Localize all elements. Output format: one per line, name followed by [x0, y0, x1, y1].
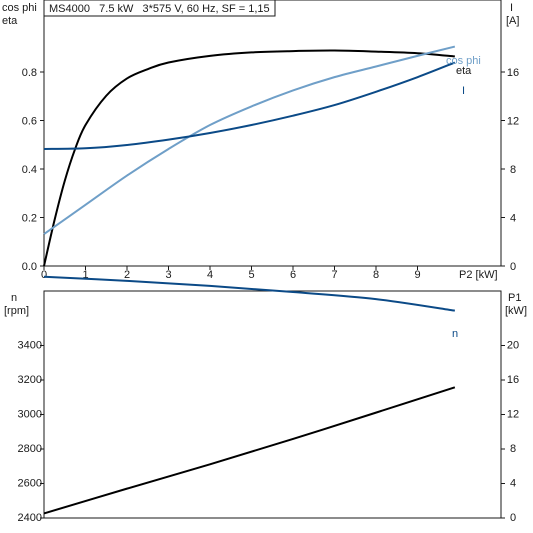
series-label-eta: eta: [456, 65, 472, 77]
y-tick-label-left: 3200: [18, 374, 42, 386]
y-tick-label-right: 20: [507, 340, 519, 352]
y-tick-label-left: 3400: [18, 340, 42, 352]
y-tick-label-right: 8: [510, 164, 516, 176]
series-label-speed: n: [452, 328, 458, 340]
x-tick-label: 2: [124, 269, 130, 281]
y-tick-label-left: 3000: [18, 409, 42, 421]
series-current-line: [43, 61, 456, 150]
bottom-tick-marks: [40, 345, 505, 519]
top-left-axis-label-line2: eta: [2, 15, 18, 27]
y-tick-label-right: 8: [510, 443, 516, 455]
x-tick-label: 6: [290, 269, 296, 281]
bottom-left-axis-label-line1: n: [11, 292, 17, 304]
top-right-y-ticks: 0 4 8 12 16: [507, 67, 519, 273]
y-tick-label-left: 2800: [18, 443, 42, 455]
x-tick-label: 1: [82, 269, 88, 281]
y-tick-label-left: 0.0: [22, 261, 37, 273]
top-x-axis-label: P2 [kW]: [459, 269, 498, 281]
y-tick-label-right: 4: [510, 478, 516, 490]
y-tick-label-left: 2600: [18, 478, 42, 490]
top-left-y-ticks: 0.0 0.2 0.4 0.6 0.8: [22, 67, 37, 273]
bottom-left-axis-label-line2: [rpm]: [4, 305, 29, 317]
top-right-axis-label-line1: I: [510, 2, 513, 14]
x-tick-label: 3: [165, 269, 171, 281]
series-cos-phi-line: [43, 45, 456, 235]
y-tick-label-left: 0.2: [22, 213, 37, 225]
x-tick-label: 0: [41, 269, 47, 281]
bottom-right-axis-label-line1: P1: [508, 292, 521, 304]
top-right-axis-label-line2: [A]: [506, 15, 519, 27]
series-eta-line: [43, 49, 455, 267]
y-tick-label-right: 0: [510, 261, 516, 273]
bottom-left-y-ticks: 2400 2600 2800 3000 3200 3400: [18, 340, 42, 525]
y-tick-label-right: 16: [507, 67, 519, 79]
x-tick-label: 8: [373, 269, 379, 281]
bottom-right-axis-label-line2: [kW]: [505, 305, 527, 317]
bottom-plot-frame: [43, 290, 502, 519]
top-tick-marks: [40, 71, 505, 270]
top-chart: MS4000 7.5 kW 3*575 V, 60 Hz, SF = 1,15 …: [2, 0, 519, 281]
bottom-chart: n [rpm] P1 [kW] 2400 2600 2800 3000 3200…: [4, 275, 527, 525]
top-plot-frame: [43, 0, 502, 267]
y-tick-label-right: 12: [507, 409, 519, 421]
bottom-right-y-ticks: 0 4 8 12 16 20: [507, 340, 519, 525]
x-tick-label: 4: [207, 269, 213, 281]
y-tick-label-right: 0: [510, 512, 516, 524]
top-x-ticks: 0 1 2 3 4 5 6 7 8 9: [41, 269, 421, 281]
series-label-cos-phi: cos phi: [446, 55, 481, 67]
x-tick-label: 5: [248, 269, 254, 281]
series-input-power-line: [43, 386, 456, 515]
top-left-axis-label-line1: cos phi: [2, 2, 37, 14]
y-tick-label-left: 0.8: [22, 67, 37, 79]
y-tick-label-right: 4: [510, 213, 516, 225]
series-label-current: I: [462, 85, 465, 97]
series-speed-line: [43, 275, 455, 312]
header-box: [43, 0, 276, 17]
x-tick-label: 7: [331, 269, 337, 281]
y-tick-label-right: 16: [507, 374, 519, 386]
y-tick-label-left: 0.6: [22, 116, 37, 128]
y-tick-label-right: 12: [507, 116, 519, 128]
y-tick-label-left: 0.4: [22, 164, 37, 176]
header-text: MS4000 7.5 kW 3*575 V, 60 Hz, SF = 1,15: [49, 3, 270, 15]
y-tick-label-left: 2400: [18, 512, 42, 524]
x-tick-label: 9: [414, 269, 420, 281]
